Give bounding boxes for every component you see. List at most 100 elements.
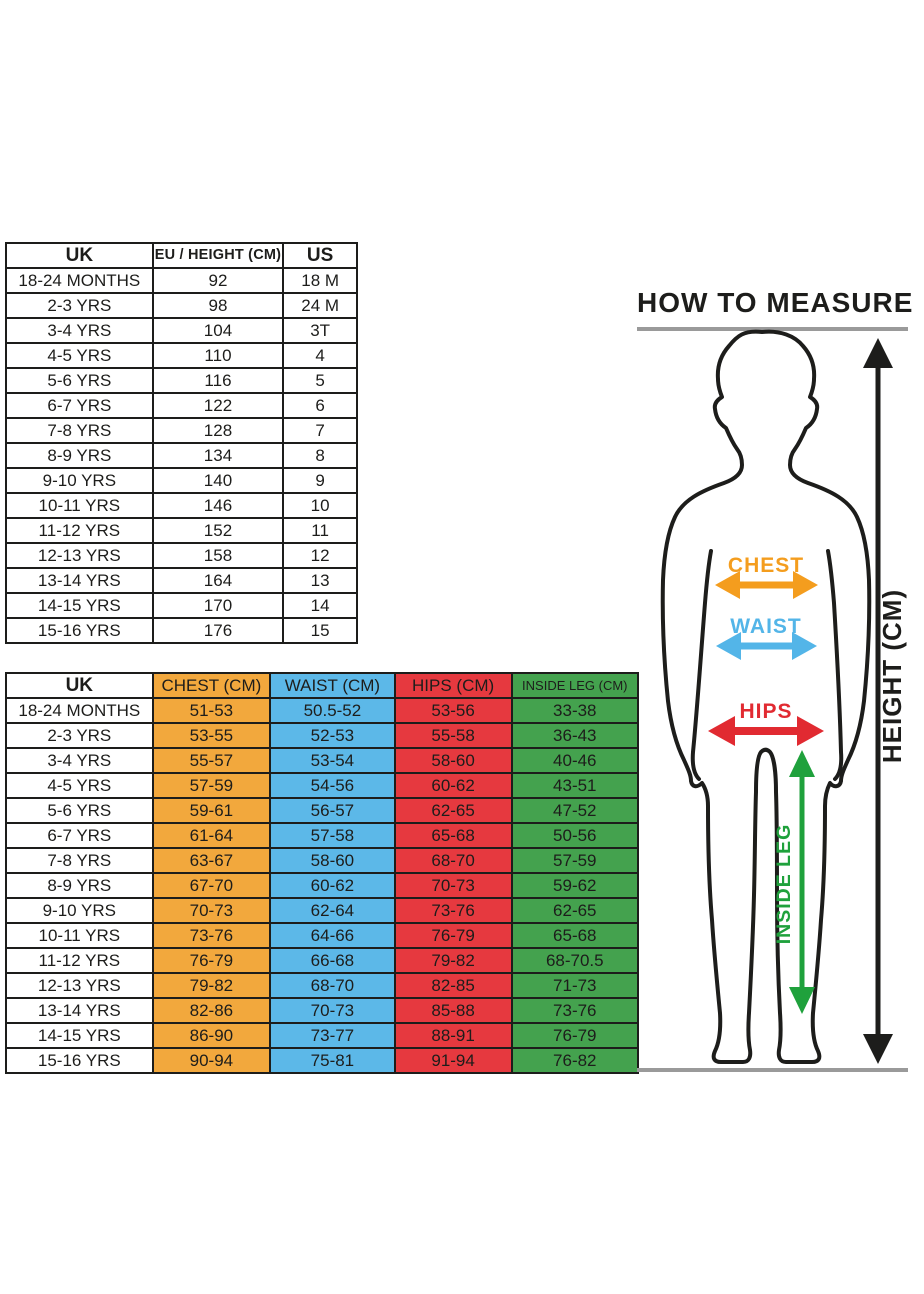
- chest-label: CHEST: [728, 554, 804, 577]
- left-inner-arm-line: [690, 549, 713, 781]
- waist-arrow: [716, 632, 817, 660]
- table-cell: 53-56: [393, 697, 513, 724]
- table-row: 5-6 YRS 116 5: [5, 367, 358, 394]
- table-cell: 86-90: [151, 1022, 272, 1049]
- table-row: 13-14 YRS 82-86 70-73 85-88 73-76: [5, 997, 640, 1024]
- table-row: 12-13 YRS 158 12: [5, 542, 358, 569]
- table-cell: 110: [151, 342, 285, 369]
- table-cell: 53-54: [269, 747, 396, 774]
- table-cell: 67-70: [151, 872, 272, 899]
- table-cell: 59-61: [151, 797, 272, 824]
- how-to-measure-diagram: HEIGHT (CM) CHEST WAIST HIPS: [637, 327, 908, 1072]
- table-cell: 152: [151, 517, 285, 544]
- table-cell: 9-10 YRS: [5, 467, 154, 494]
- table-cell: 15-16 YRS: [5, 617, 154, 644]
- table-cell: 11-12 YRS: [5, 517, 154, 544]
- table-cell: 12: [282, 542, 358, 569]
- table-cell: 76-79: [393, 922, 513, 949]
- table-row: 9-10 YRS 70-73 62-64 73-76 62-65: [5, 897, 640, 924]
- table-cell: 11-12 YRS: [5, 947, 154, 974]
- table-cell: 50-56: [510, 822, 640, 849]
- table-row: 7-8 YRS 63-67 58-60 68-70 57-59: [5, 847, 640, 874]
- table-cell: 82-85: [393, 972, 513, 999]
- table-cell: 24 M: [282, 292, 358, 319]
- header-row: UK EU / HEIGHT (CM) US: [5, 242, 358, 269]
- table-cell: 140: [151, 467, 285, 494]
- table-cell: 15-16 YRS: [5, 1047, 154, 1074]
- table-cell: 61-64: [151, 822, 272, 849]
- table-cell: 10-11 YRS: [5, 922, 154, 949]
- table-cell: 3-4 YRS: [5, 747, 154, 774]
- waist-label: WAIST: [730, 615, 802, 638]
- table-cell: 3-4 YRS: [5, 317, 154, 344]
- table-row: 11-12 YRS 152 11: [5, 517, 358, 544]
- table-cell: 158: [151, 542, 285, 569]
- table-cell: 73-76: [510, 997, 640, 1024]
- table-cell: 60-62: [269, 872, 396, 899]
- column-header-uk: UK: [5, 672, 154, 699]
- table-cell: 76-79: [510, 1022, 640, 1049]
- table-cell: 75-81: [269, 1047, 396, 1074]
- table-cell: 5-6 YRS: [5, 797, 154, 824]
- table-cell: 88-91: [393, 1022, 513, 1049]
- table-cell: 104: [151, 317, 285, 344]
- table-cell: 6-7 YRS: [5, 822, 154, 849]
- table-cell: 47-52: [510, 797, 640, 824]
- table-cell: 10: [282, 492, 358, 519]
- table-cell: 164: [151, 567, 285, 594]
- table-cell: 70-73: [151, 897, 272, 924]
- table-cell: 51-53: [151, 697, 272, 724]
- table-cell: 73-76: [393, 897, 513, 924]
- table-cell: 55-57: [151, 747, 272, 774]
- column-header-eu-height-cm: EU / HEIGHT (CM): [151, 242, 285, 269]
- height-label: HEIGHT (CM): [877, 589, 907, 763]
- table-cell: 5: [282, 367, 358, 394]
- table-row: 5-6 YRS 59-61 56-57 62-65 47-52: [5, 797, 640, 824]
- table-cell: 122: [151, 392, 285, 419]
- table-cell: 7: [282, 417, 358, 444]
- table-cell: 13-14 YRS: [5, 567, 154, 594]
- table-cell: 176: [151, 617, 285, 644]
- table-cell: 54-56: [269, 772, 396, 799]
- table-cell: 66-68: [269, 947, 396, 974]
- body-measurement-table: UK CHEST (CM) WAIST (CM) HIPS (CM) INSIDE LE…: [5, 672, 640, 1074]
- table-row: 14-15 YRS 86-90 73-77 88-91 76-79: [5, 1022, 640, 1049]
- table-cell: 64-66: [269, 922, 396, 949]
- table-cell: 9: [282, 467, 358, 494]
- table-row: 3-4 YRS 55-57 53-54 58-60 40-46: [5, 747, 640, 774]
- table-cell: 11: [282, 517, 358, 544]
- table-cell: 18 M: [282, 267, 358, 294]
- column-header-inside-leg-cm: INSIDE LEG (CM): [510, 672, 640, 699]
- column-header-waist-cm: WAIST (CM): [269, 672, 396, 699]
- table-row: 10-11 YRS 146 10: [5, 492, 358, 519]
- table-cell: 62-65: [510, 897, 640, 924]
- table-cell: 79-82: [151, 972, 272, 999]
- table-cell: 70-73: [393, 872, 513, 899]
- table-cell: 68-70.5: [510, 947, 640, 974]
- table-cell: 68-70: [393, 847, 513, 874]
- table-cell: 4-5 YRS: [5, 772, 154, 799]
- table-cell: 18-24 MONTHS: [5, 267, 154, 294]
- table-cell: 50.5-52: [269, 697, 396, 724]
- table-row: 12-13 YRS 79-82 68-70 82-85 71-73: [5, 972, 640, 999]
- table-cell: 58-60: [393, 747, 513, 774]
- table-cell: 40-46: [510, 747, 640, 774]
- table-row: 4-5 YRS 110 4: [5, 342, 358, 369]
- table-row: 8-9 YRS 67-70 60-62 70-73 59-62: [5, 872, 640, 899]
- table-cell: 43-51: [510, 772, 640, 799]
- diagram-title: HOW TO MEASURE: [637, 287, 914, 318]
- table-cell: 60-62: [393, 772, 513, 799]
- table-cell: 90-94: [151, 1047, 272, 1074]
- table-row: 6-7 YRS 122 6: [5, 392, 358, 419]
- table-cell: 8-9 YRS: [5, 442, 154, 469]
- table-cell: 55-58: [393, 722, 513, 749]
- column-header-chest-cm: CHEST (CM): [151, 672, 272, 699]
- table-cell: 14: [282, 592, 358, 619]
- table-cell: 98: [151, 292, 285, 319]
- table-cell: 4-5 YRS: [5, 342, 154, 369]
- uk-eu-us-size-table: UK EU / HEIGHT (CM) US 18-24 MONTHS 92 18 M 2-…: [5, 242, 358, 644]
- table-cell: 92: [151, 267, 285, 294]
- table-cell: 59-62: [510, 872, 640, 899]
- hips-arrow: [708, 716, 824, 746]
